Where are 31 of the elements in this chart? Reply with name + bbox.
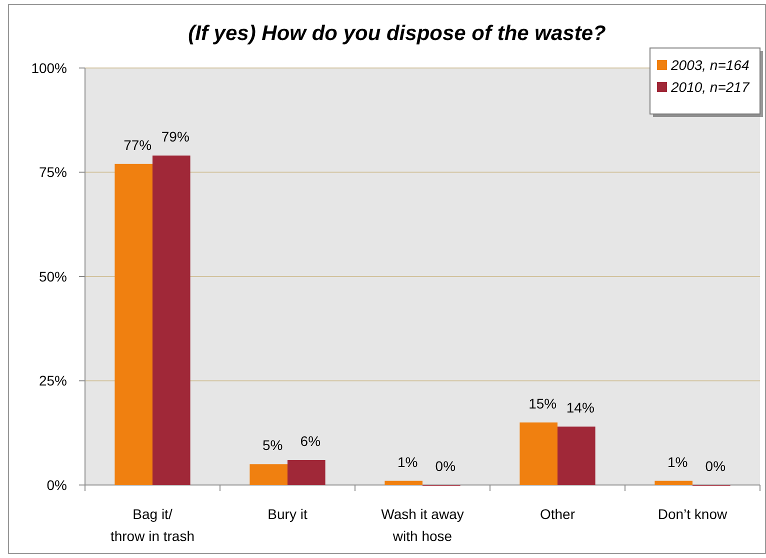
x-tick-label: Other — [540, 506, 576, 522]
data-label: 77% — [124, 136, 152, 153]
bar — [288, 460, 326, 485]
x-tick-label: Wash it away with hose — [381, 506, 464, 544]
data-label: 1% — [397, 454, 418, 470]
data-label: 15% — [528, 395, 557, 412]
chart-title: (If yes) How do you dispose of the waste? — [188, 22, 606, 45]
legend-label: 2010, n=217 — [670, 78, 750, 95]
data-label: 5% — [262, 437, 283, 454]
y-tick-label: 50% — [38, 268, 67, 284]
x-tick-label: Don’t know — [658, 506, 728, 522]
data-label: 1% — [667, 454, 688, 470]
bar — [114, 164, 152, 485]
x-tick-label: Bury it — [268, 506, 308, 522]
y-tick-label: 25% — [38, 372, 67, 389]
legend-label: 2003, n=164 — [670, 56, 750, 73]
bar — [520, 422, 558, 485]
y-tick-label: 100% — [31, 60, 67, 76]
bar — [250, 464, 288, 485]
y-tick-label: 0% — [46, 476, 67, 493]
y-tick-label: 75% — [38, 164, 67, 180]
data-label: 0% — [705, 458, 726, 474]
x-tick-label: Bag it/ throw in trash — [110, 506, 195, 544]
data-label: 6% — [300, 432, 321, 449]
bar — [384, 480, 422, 485]
data-label: 79% — [161, 128, 190, 145]
data-label: 14% — [566, 400, 594, 416]
bar — [152, 156, 190, 485]
data-label: 0% — [435, 458, 456, 474]
bar — [558, 426, 596, 485]
bar — [654, 480, 692, 485]
